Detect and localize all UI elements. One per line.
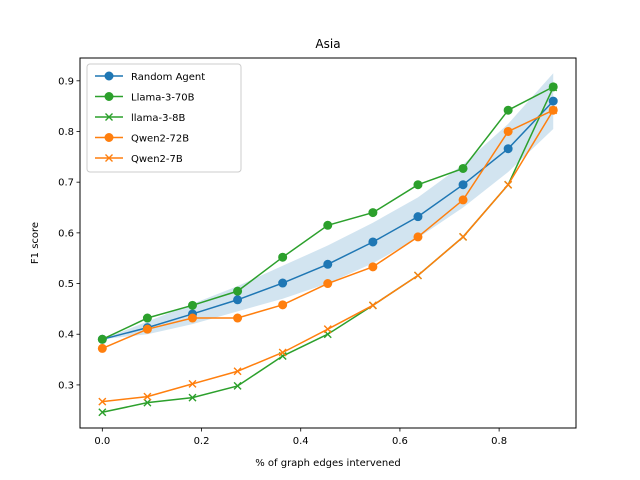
legend-item-qwen2-7b: Qwen2-7B xyxy=(95,154,183,165)
data-point-qwen2-7b-6 xyxy=(368,301,377,310)
x-axis-ticks: 0.0 0.2 0.4 0.6 0.8 xyxy=(94,428,507,447)
data-point-qwen2-72b-2 xyxy=(187,313,197,323)
legend-item-llama-3-8b: llama-3-8B xyxy=(95,113,185,124)
data-point-llama-3-70b-9 xyxy=(503,105,513,115)
data-point-random-agent-9 xyxy=(503,144,513,154)
legend-swatch-marker xyxy=(105,113,113,121)
y-axis-ticks: 0.3 0.4 0.5 0.6 0.7 0.8 0.9 xyxy=(58,76,80,391)
legend-box xyxy=(86,63,242,173)
data-point-qwen2-7b-9 xyxy=(504,180,513,189)
legend: Random Agent Llama-3-70B llama-3-8B Qwen2-7… xyxy=(86,63,242,173)
data-point-random-agent-7 xyxy=(413,212,423,222)
legend-swatch-marker xyxy=(104,92,114,101)
y-tick-label: 0.5 xyxy=(58,279,74,290)
data-point-llama-3-70b-3 xyxy=(233,286,243,296)
x-tick-label: 0.0 xyxy=(94,436,110,447)
data-point-qwen2-7b-4 xyxy=(278,348,287,357)
data-point-qwen2-72b-3 xyxy=(233,313,243,323)
y-axis-title: F1 score xyxy=(30,222,41,264)
legend-label: Random Agent xyxy=(131,72,205,83)
series-qwen2-7b xyxy=(98,106,558,406)
data-point-qwen2-72b-7 xyxy=(413,232,423,242)
legend-item-llama-3-70b: Llama-3-70B xyxy=(95,92,195,104)
data-point-llama-3-8b-10 xyxy=(549,83,558,92)
data-point-llama-3-70b-8 xyxy=(458,163,468,173)
legend-swatch-marker xyxy=(105,154,113,162)
series-layer xyxy=(97,82,558,417)
confidence-band-layer xyxy=(102,73,554,340)
data-point-qwen2-7b-5 xyxy=(323,325,332,334)
data-point-llama-3-70b-0 xyxy=(97,334,107,344)
data-point-llama-3-70b-1 xyxy=(142,313,152,323)
y-tick-label: 0.8 xyxy=(58,127,74,138)
data-point-llama-3-70b-5 xyxy=(323,220,333,230)
data-point-llama-3-70b-4 xyxy=(278,252,288,262)
data-point-qwen2-7b-2 xyxy=(188,379,197,388)
data-point-llama-3-70b-7 xyxy=(413,180,423,190)
data-point-qwen2-72b-1 xyxy=(142,324,152,334)
legend-label: Qwen2-72B xyxy=(131,134,189,145)
x-tick-label: 0.6 xyxy=(392,436,408,447)
x-tick-label: 0.8 xyxy=(491,436,507,447)
data-point-random-agent-3 xyxy=(233,295,243,305)
y-tick-label: 0.4 xyxy=(58,330,74,341)
data-point-qwen2-7b-8 xyxy=(459,232,468,241)
data-point-llama-3-8b-0 xyxy=(98,408,107,417)
chart-title: Asia xyxy=(315,37,340,51)
confidence-band-random-agent xyxy=(102,73,554,340)
legend-item-qwen2-72b: Qwen2-72B xyxy=(95,133,189,145)
data-point-llama-3-8b-1 xyxy=(143,398,152,407)
y-tick-label: 0.6 xyxy=(58,228,74,239)
data-point-random-agent-5 xyxy=(323,259,333,269)
y-tick-label: 0.7 xyxy=(58,178,74,189)
data-point-llama-3-8b-2 xyxy=(188,393,197,402)
legend-label: Qwen2-7B xyxy=(131,154,183,165)
legend-swatch-marker xyxy=(104,133,114,142)
data-point-llama-3-70b-2 xyxy=(187,300,197,310)
data-point-qwen2-7b-3 xyxy=(233,367,242,376)
legend-label: llama-3-8B xyxy=(131,113,185,124)
data-point-qwen2-72b-5 xyxy=(323,279,333,289)
data-point-random-agent-8 xyxy=(458,180,468,190)
data-point-random-agent-4 xyxy=(278,278,288,288)
data-point-llama-3-70b-6 xyxy=(368,208,378,218)
legend-item-random-agent: Random Agent xyxy=(95,71,205,83)
y-tick-label: 0.3 xyxy=(58,380,74,391)
plot-frame xyxy=(79,57,577,429)
series-qwen2-72b xyxy=(97,105,558,353)
x-axis-title: % of graph edges intervened xyxy=(255,458,401,469)
x-tick-label: 0.4 xyxy=(293,436,309,447)
data-point-qwen2-72b-4 xyxy=(278,300,288,310)
x-tick-label: 0.2 xyxy=(194,436,210,447)
data-point-random-agent-10 xyxy=(548,96,558,106)
legend-label: Llama-3-70B xyxy=(131,93,195,104)
data-point-qwen2-72b-6 xyxy=(368,262,378,272)
data-point-qwen2-7b-0 xyxy=(98,397,107,406)
data-point-random-agent-6 xyxy=(368,237,378,247)
data-point-qwen2-7b-1 xyxy=(143,392,152,401)
legend-swatch-marker xyxy=(104,71,114,81)
y-tick-label: 0.9 xyxy=(58,76,74,87)
data-point-qwen2-7b-7 xyxy=(413,271,422,280)
data-point-qwen2-7b-10 xyxy=(549,106,558,115)
data-point-qwen2-72b-0 xyxy=(97,343,107,353)
data-point-llama-3-8b-3 xyxy=(233,381,242,390)
data-point-qwen2-72b-9 xyxy=(503,126,513,136)
data-point-qwen2-72b-8 xyxy=(458,195,468,205)
legend-items: Random Agent Llama-3-70B llama-3-8B Qwen2-7… xyxy=(95,71,205,165)
series-llama-3-70b xyxy=(97,82,558,344)
